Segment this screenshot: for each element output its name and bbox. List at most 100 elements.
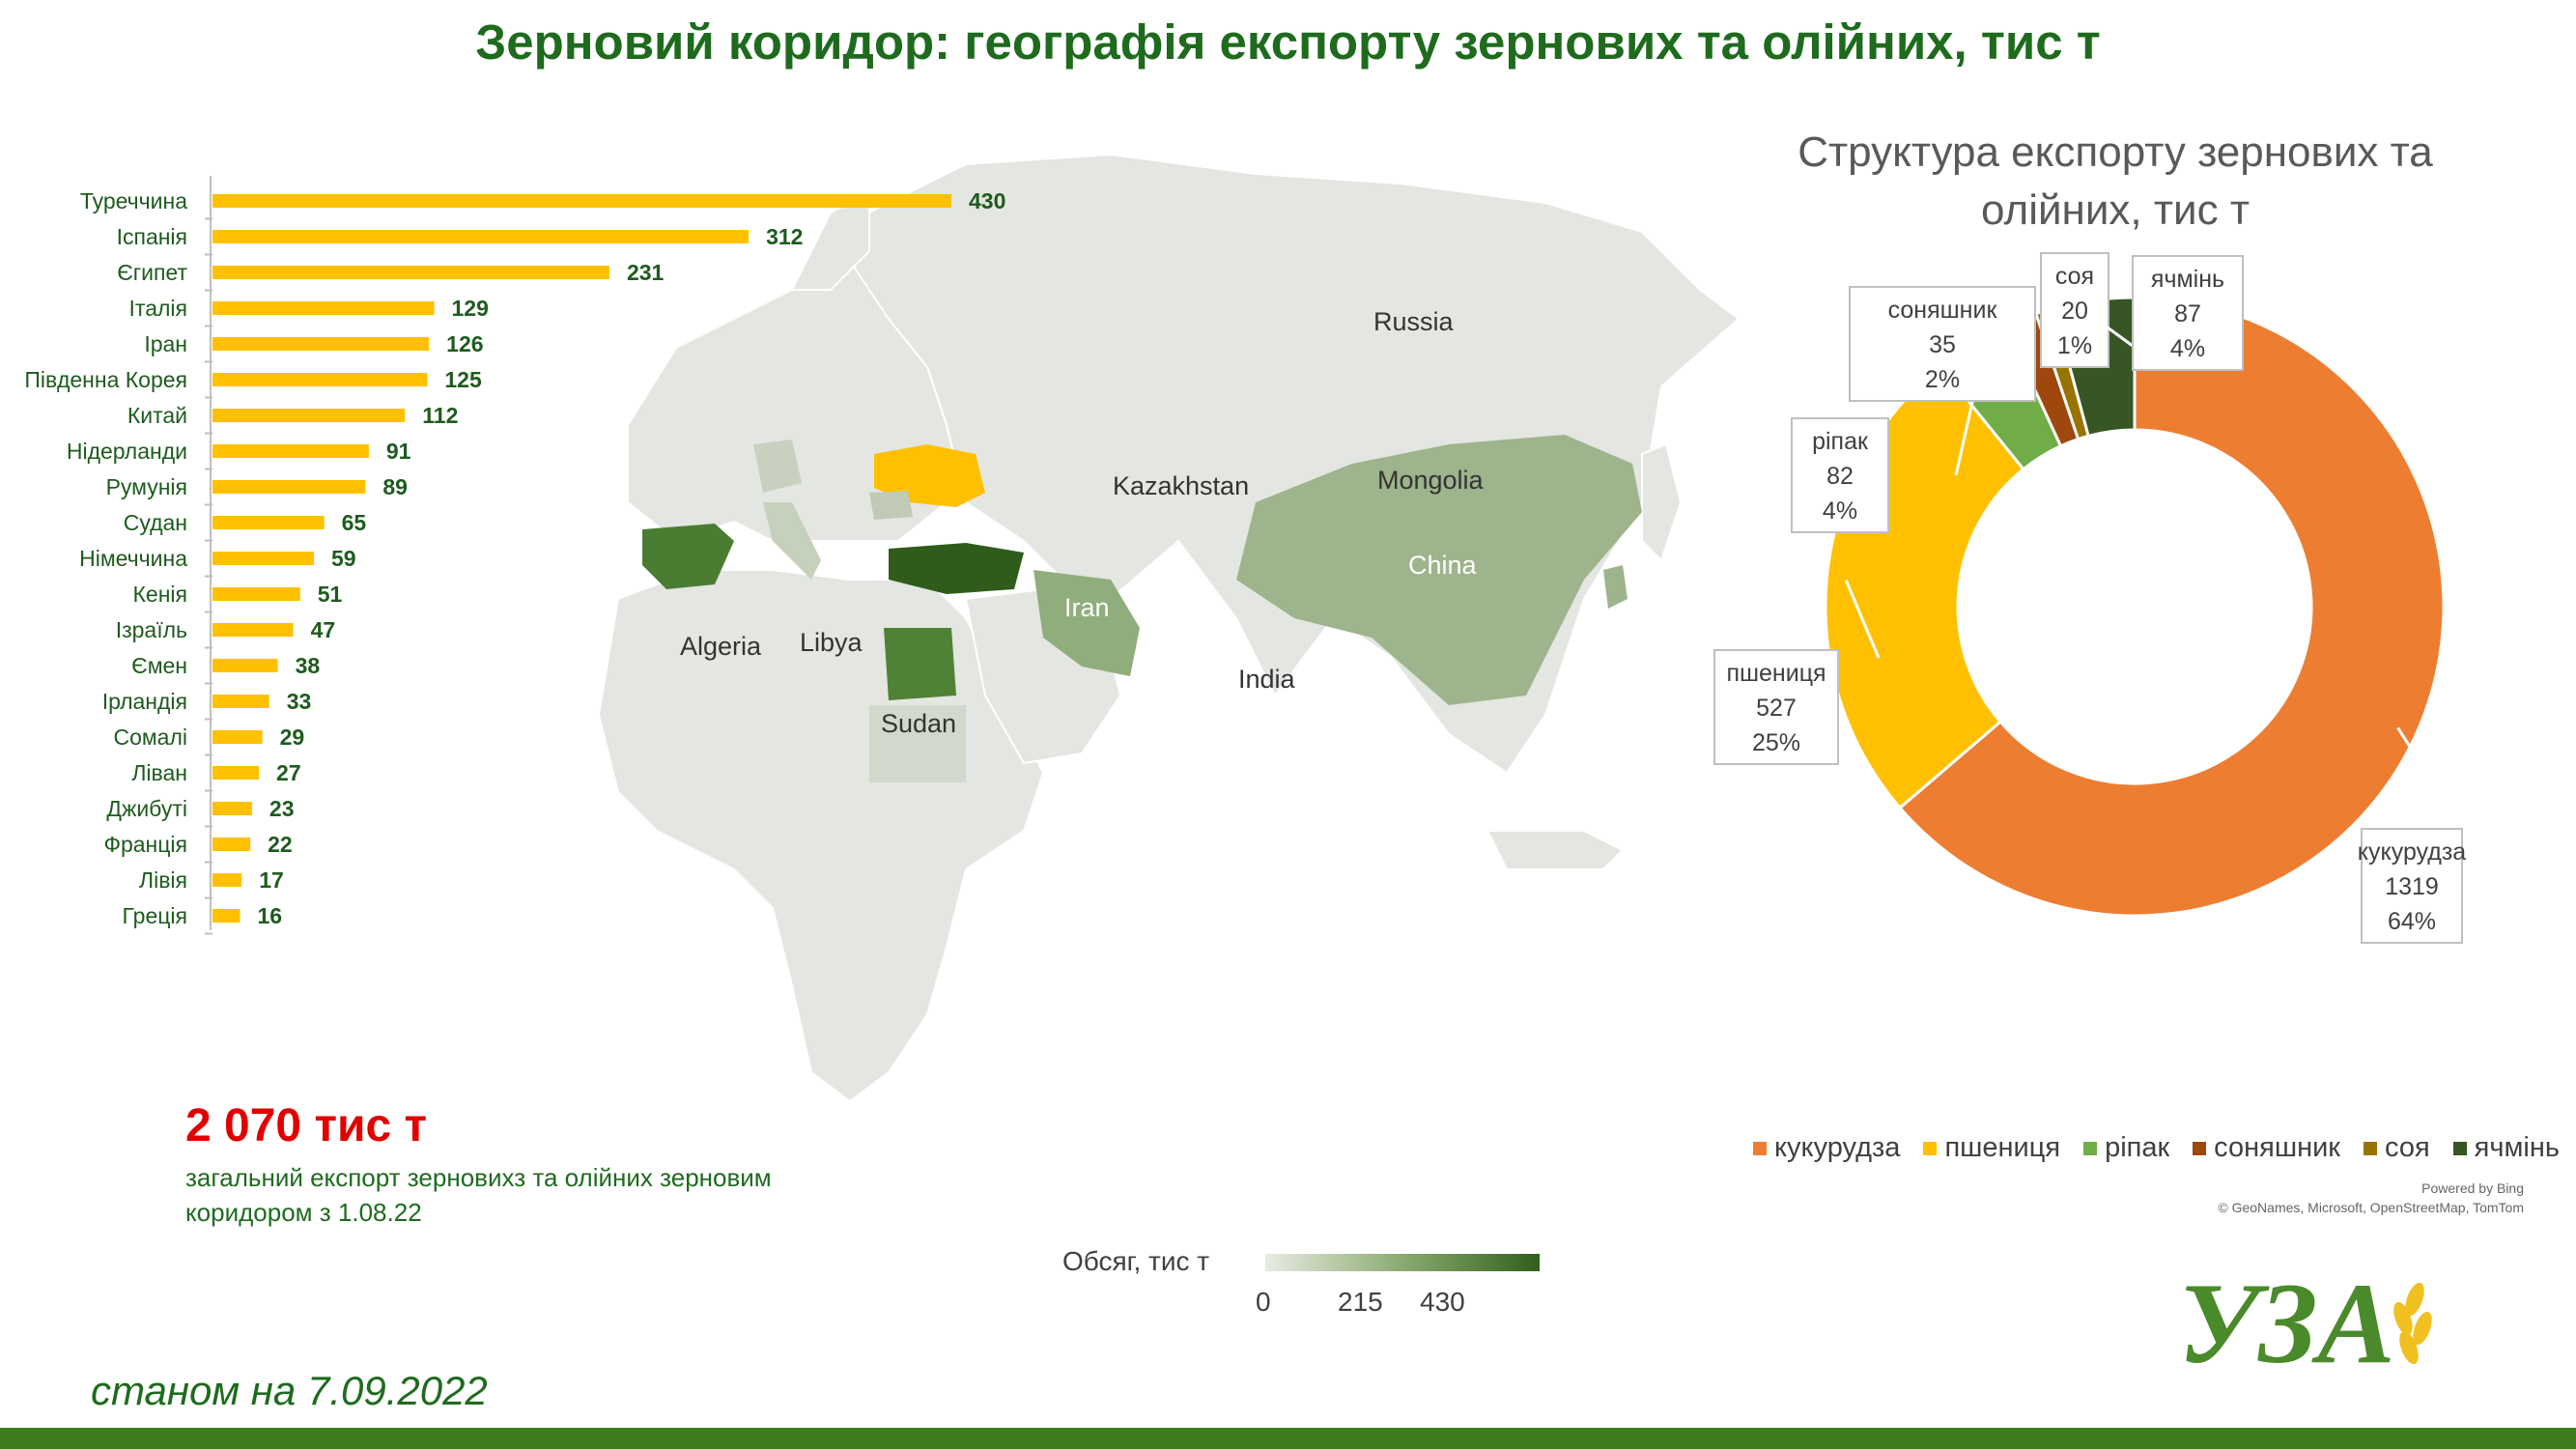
map-label-sudan: Sudan — [881, 709, 956, 738]
bar-category-label: Південна Корея — [24, 367, 187, 392]
bar-value-label: 33 — [287, 689, 312, 714]
sudan-region — [869, 705, 966, 782]
page-title: Зерновий коридор: географія експорту зер… — [475, 14, 2101, 70]
bar-category-label: Єгипет — [117, 260, 187, 285]
bar-category-label: Нідерланди — [67, 439, 187, 464]
spain-region — [642, 524, 734, 589]
bar-18 — [212, 802, 252, 815]
donut-callout-text: 1319 — [2385, 873, 2439, 900]
romania-region — [869, 491, 913, 520]
volume-scale-tick: 0 — [1256, 1287, 1271, 1317]
bar-category-label: Судан — [124, 510, 187, 535]
total-export-caption: загальний експорт зерновихз та олійних з… — [185, 1163, 772, 1227]
donut-callout-box — [1791, 417, 1889, 533]
donut-callout-box — [1849, 286, 2036, 402]
as-of-date: станом на 7.09.2022 — [91, 1368, 488, 1413]
bar-category-label: Іспанія — [117, 224, 187, 249]
bar-8 — [212, 444, 369, 458]
bar-7 — [212, 409, 406, 422]
indonesia-land — [1486, 830, 1625, 870]
bar-category-label: Туреччина — [80, 188, 187, 213]
total-export-block: 2 070 тис т загальний експорт зерновихз … — [185, 1099, 881, 1230]
donut-callout-text: 527 — [1756, 695, 1797, 722]
bar-11 — [212, 552, 314, 565]
legend-item-ячмінь: ячмінь — [2452, 1132, 2560, 1164]
bar-value-label: 23 — [269, 796, 295, 821]
bar-6 — [212, 373, 428, 386]
korea-region — [1603, 565, 1628, 609]
japan-land — [1641, 442, 1683, 562]
bar-10 — [212, 516, 325, 529]
donut-chart-title: Структура експорту зернових та олійних, … — [1798, 128, 2433, 234]
map-credit-line1: Powered by Bing — [2421, 1180, 2524, 1196]
donut-callout-box — [2132, 255, 2244, 371]
bar-category-label: Німеччина — [79, 546, 187, 571]
legend-item-ріпак: ріпак — [2083, 1132, 2169, 1164]
bar-category-label: Кенія — [133, 582, 187, 607]
scandinavia-land — [790, 191, 870, 291]
bar-value-label: 29 — [280, 724, 305, 750]
donut-slice-кукурудза — [1897, 296, 2446, 918]
bar-4 — [212, 301, 435, 315]
volume-scale-title: Обсяг, тис т — [1062, 1246, 1210, 1276]
iran-region — [1033, 570, 1140, 676]
donut-callout-text: 82 — [1826, 463, 1854, 490]
legend-label: кукурудза — [1774, 1132, 1901, 1163]
bar-value-label: 89 — [382, 474, 408, 499]
bar-category-label: Іран — [144, 331, 187, 356]
bar-value-label: 112 — [422, 403, 458, 428]
uza-logo: УЗА — [2178, 1259, 2432, 1387]
bar-category-label: Лівія — [139, 867, 187, 893]
donut-callout-text: 2% — [1925, 366, 1960, 393]
donut-callout-text: 64% — [2388, 908, 2436, 935]
bar-value-label: 231 — [627, 260, 665, 285]
donut-callout-text: пшениця — [1726, 660, 1826, 687]
bar-1 — [212, 194, 951, 208]
bar-category-label: Китай — [127, 403, 187, 428]
legend-item-пшениця: пшениця — [1923, 1132, 2060, 1164]
bar-3 — [212, 266, 609, 279]
map-label-algeria: Algeria — [680, 632, 762, 661]
map-label-mongolia: Mongolia — [1377, 466, 1485, 495]
export-countries — [642, 435, 1642, 782]
bar-19 — [212, 838, 251, 851]
legend-item-кукурудза: кукурудза — [1753, 1132, 1900, 1164]
map-credit-line2: © GeoNames, Microsoft, OpenStreetMap, To… — [2218, 1200, 2524, 1215]
map-label-libya: Libya — [800, 628, 863, 657]
crop-structure-donut-chart: кукурудза 1319 64% пшениця 527 25% ріпак 82 4% со… — [1713, 252, 2466, 944]
bar-category-label: Франція — [103, 832, 187, 857]
donut-callout-leader — [1844, 580, 1881, 659]
donut-callout-text: 25% — [1752, 729, 1800, 756]
map-label-kazakhstan: Kazakhstan — [1113, 471, 1249, 500]
bar-category-label: Греція — [123, 903, 187, 928]
bar-17 — [212, 766, 260, 780]
bar-value-label: 65 — [342, 510, 367, 535]
volume-scale-gradient — [1265, 1254, 1540, 1271]
donut-callout-text: 35 — [1929, 331, 1956, 358]
map-credit: Powered by Bing © GeoNames, Microsoft, O… — [2218, 1179, 2524, 1217]
egypt-region — [884, 628, 956, 700]
total-export-value: 2 070 тис т — [185, 1100, 428, 1151]
bar-20 — [212, 873, 242, 887]
donut-callout-text: 87 — [2174, 300, 2201, 327]
bar-value-label: 51 — [318, 582, 343, 607]
bar-value-label: 22 — [268, 832, 293, 857]
bar-value-label: 312 — [766, 224, 803, 249]
donut-callout-text: 20 — [2061, 298, 2088, 325]
bar-21 — [212, 909, 241, 923]
bar-category-label: Румунія — [106, 474, 187, 499]
legend-item-соя: соя — [2364, 1132, 2430, 1164]
bar-13 — [212, 623, 294, 637]
logo-text: УЗА — [2178, 1259, 2395, 1387]
china-region — [1236, 435, 1642, 705]
legend-item-соняшник: соняшник — [2193, 1132, 2340, 1164]
bar-category-label: Ізраїль — [116, 617, 187, 642]
bar-category-label: Італія — [129, 296, 187, 321]
legend-swatch — [2452, 1141, 2467, 1155]
legend-swatch — [1923, 1141, 1938, 1155]
legend-swatch — [2083, 1141, 2098, 1155]
bar-14 — [212, 659, 278, 672]
bottom-strip — [0, 1428, 2576, 1449]
map-label-russia: Russia — [1373, 307, 1455, 336]
